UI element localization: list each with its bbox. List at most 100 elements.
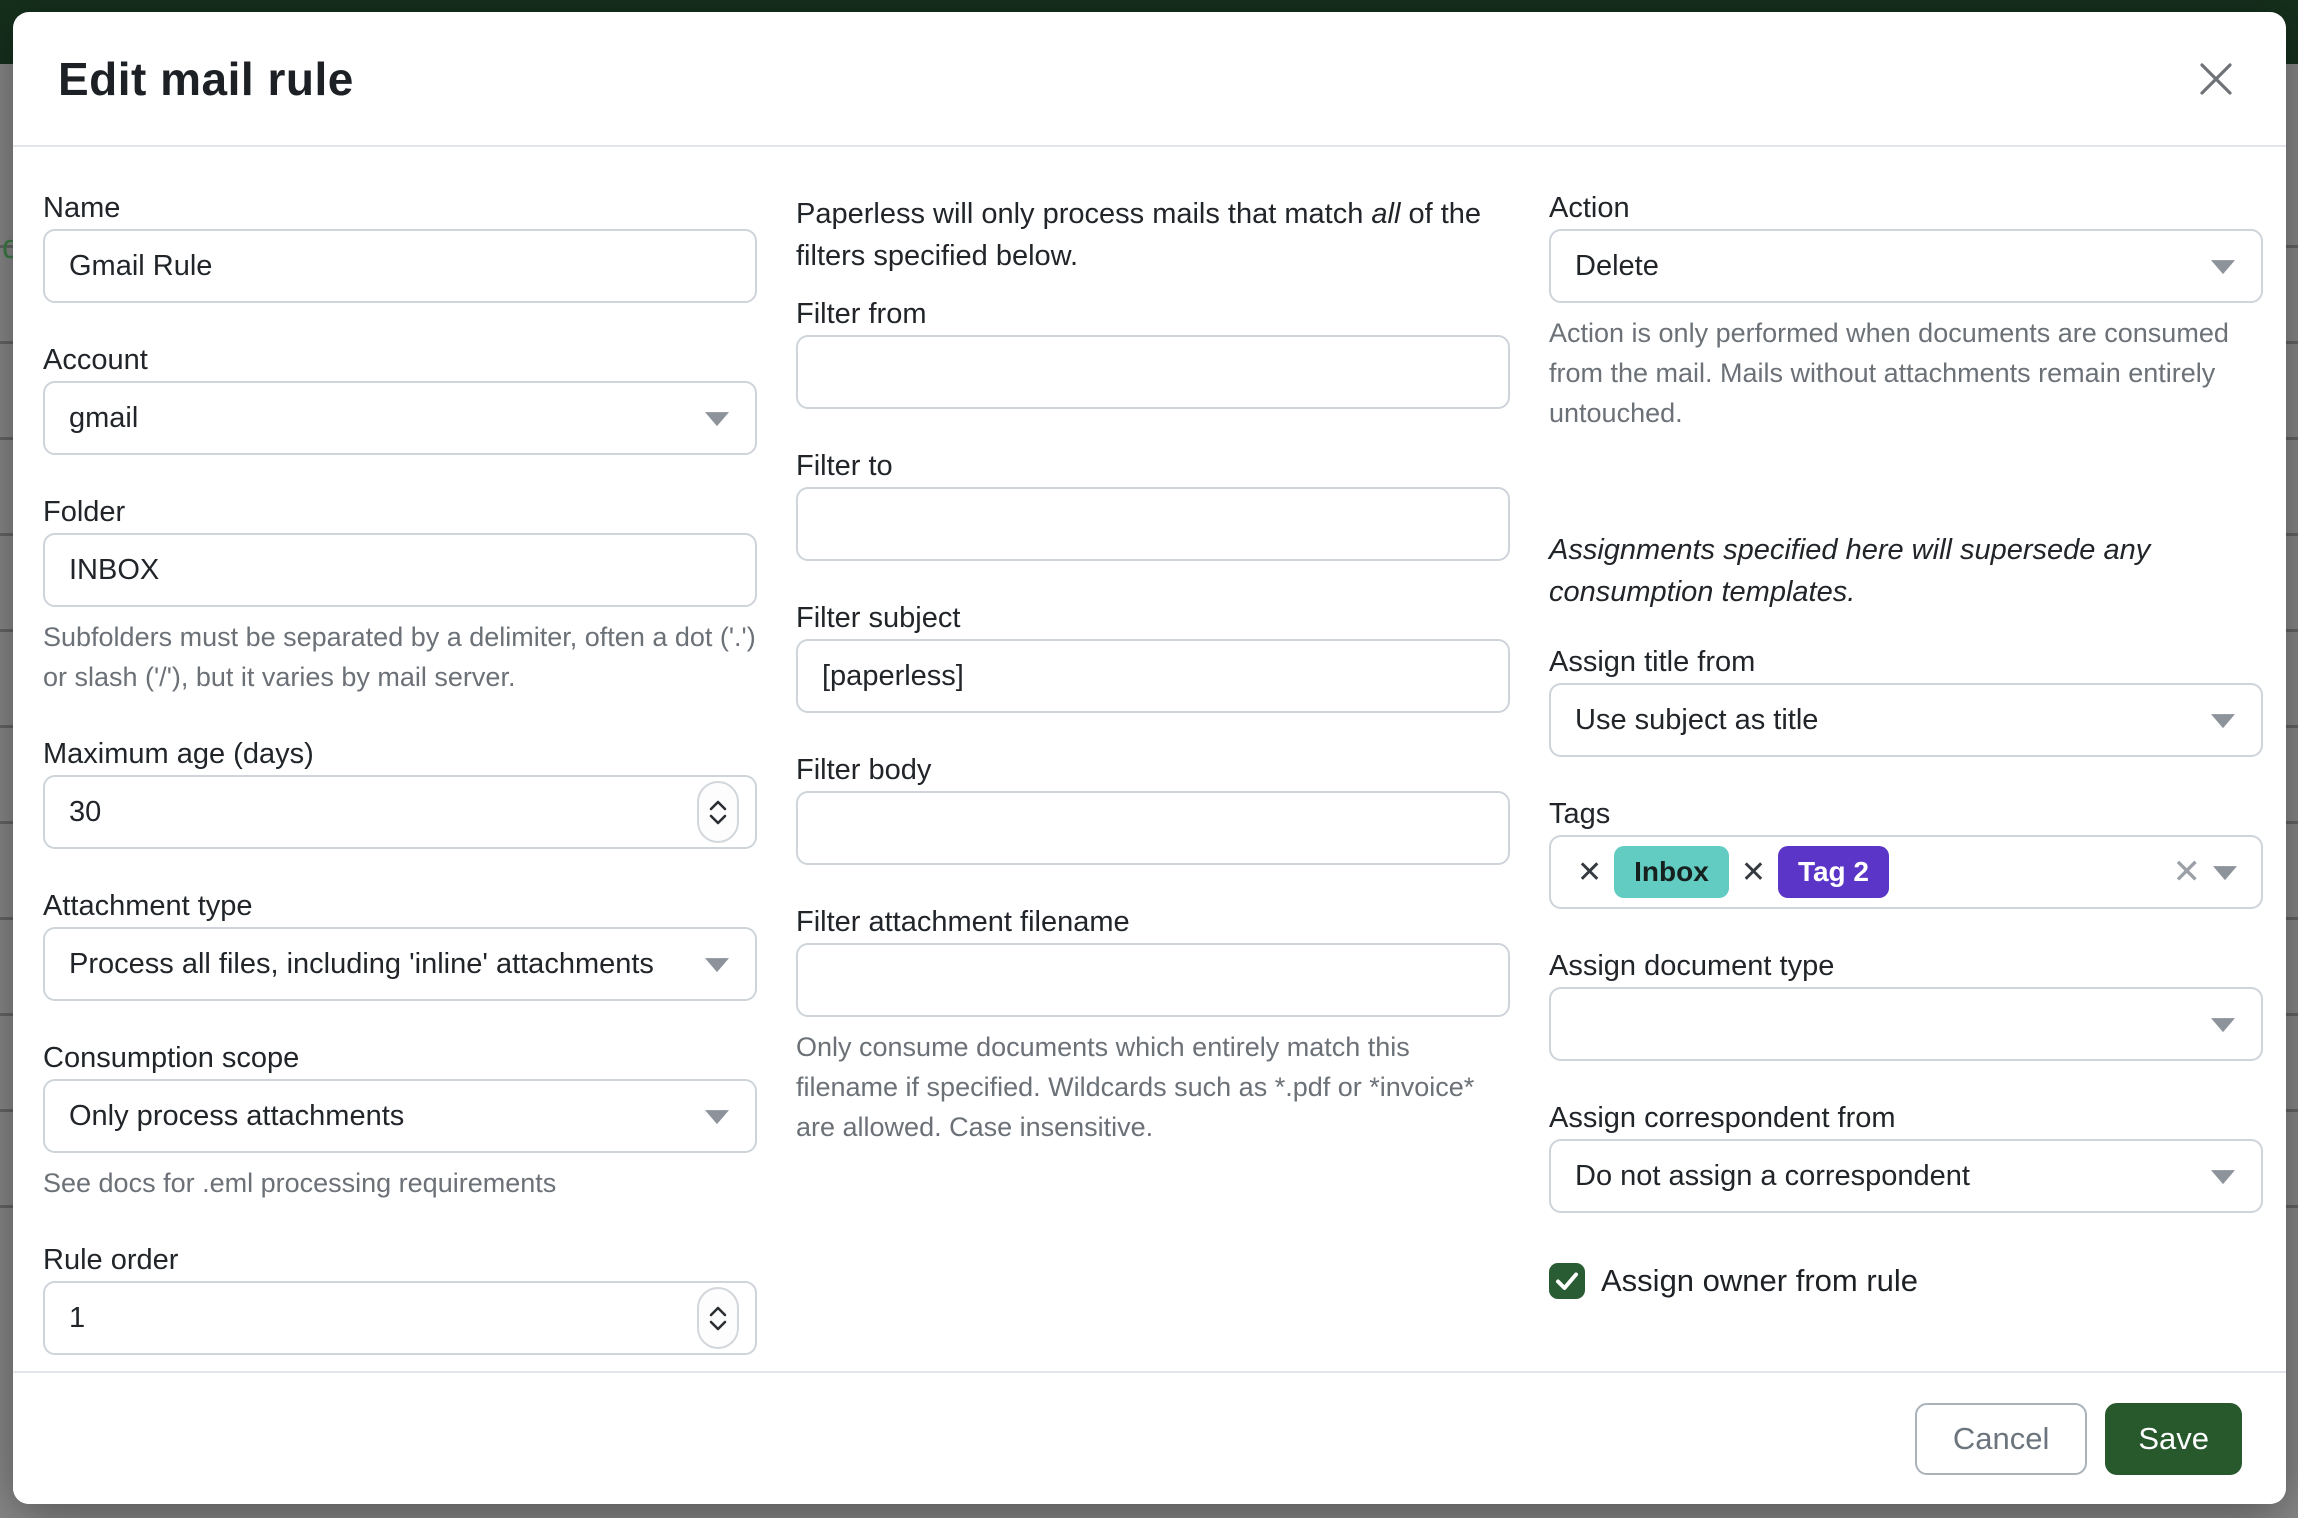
filter-attachment-filename-field-group: Filter attachment filename Only consume … [796, 907, 1510, 1147]
chevron-down-icon [709, 1320, 727, 1330]
chevron-up-icon [709, 1306, 727, 1316]
account-label: Account [43, 344, 148, 376]
dialog-header: Edit mail rule [13, 12, 2286, 147]
consumption-scope-label: Consumption scope [43, 1042, 300, 1074]
assign-document-type-field-group: Assign document type [1549, 951, 2263, 1061]
maximum-age-label: Maximum age (days) [43, 738, 314, 770]
filter-to-label: Filter to [796, 450, 893, 482]
check-icon [1556, 1272, 1578, 1290]
intro-emphasis: all [1371, 198, 1401, 230]
attachment-type-select[interactable]: Process all files, including 'inline' at… [43, 927, 757, 1001]
filter-body-input[interactable] [796, 791, 1510, 865]
filter-from-field-group: Filter from [796, 299, 1510, 409]
assign-document-type-select[interactable] [1549, 987, 2263, 1061]
name-input[interactable] [43, 229, 757, 303]
attachment-type-label: Attachment type [43, 890, 253, 922]
number-stepper-buttons[interactable] [697, 1287, 739, 1349]
chevron-up-icon [709, 800, 727, 810]
filter-to-input[interactable] [796, 487, 1510, 561]
action-label: Action [1549, 192, 1630, 224]
rule-order-input[interactable] [45, 1283, 755, 1353]
filter-attachment-filename-input[interactable] [796, 943, 1510, 1017]
assign-title-from-select[interactable]: Use subject as title [1549, 683, 2263, 757]
remove-tag-icon[interactable]: ✕ [1740, 855, 1766, 889]
clear-all-tags-icon[interactable]: ✕ [2172, 853, 2202, 891]
name-field-group: Name [43, 193, 757, 303]
attachment-type-selected-value: Process all files, including 'inline' at… [69, 947, 654, 980]
filter-attachment-filename-hint: Only consume documents which entirely ma… [796, 1032, 1475, 1142]
filter-subject-field-group: Filter subject [796, 603, 1510, 713]
tags-label: Tags [1549, 798, 1611, 830]
rule-order-label: Rule order [43, 1244, 179, 1276]
name-label: Name [43, 192, 121, 224]
dialog-title: Edit mail rule [58, 52, 354, 105]
assign-document-type-label: Assign document type [1549, 950, 1835, 982]
assign-title-from-label: Assign title from [1549, 646, 1756, 678]
folder-label: Folder [43, 496, 126, 528]
consumption-scope-field-group: Consumption scope Only process attachmen… [43, 1043, 757, 1203]
action-hint: Action is only performed when documents … [1549, 318, 2229, 428]
account-field-group: Account gmail [43, 345, 757, 455]
folder-hint: Subfolders must be separated by a delimi… [43, 622, 756, 692]
rule-order-stepper[interactable] [43, 1281, 757, 1355]
assignments-note: Assignments specified here will supersed… [1549, 534, 2151, 608]
cancel-button[interactable]: Cancel [1914, 1402, 2088, 1475]
tag-badge-inbox[interactable]: Inbox [1614, 846, 1729, 898]
remove-tag-icon[interactable]: ✕ [1577, 855, 1603, 889]
filter-body-field-group: Filter body [796, 755, 1510, 865]
chevron-down-icon [705, 958, 729, 973]
rule-order-field-group: Rule order [43, 1245, 757, 1355]
edit-mail-rule-dialog: Edit mail rule Name Account gmail Folder [13, 12, 2286, 1504]
folder-input[interactable] [43, 533, 757, 607]
close-button[interactable] [2190, 53, 2242, 105]
tags-multiselect[interactable]: ✕ Inbox ✕ Tag 2 ✕ [1549, 835, 2263, 909]
assign-correspondent-from-select[interactable]: Do not assign a correspondent [1549, 1139, 2263, 1213]
filter-subject-label: Filter subject [796, 602, 961, 634]
assign-correspondent-from-field-group: Assign correspondent from Do not assign … [1549, 1103, 2263, 1213]
assign-correspondent-from-label: Assign correspondent from [1549, 1102, 1896, 1134]
chevron-down-icon [2211, 1170, 2235, 1185]
consumption-scope-selected-value: Only process attachments [69, 1099, 405, 1132]
column-actions-assignments: Action Delete Action is only performed w… [1549, 193, 2263, 1397]
tag-badge-tag2[interactable]: Tag 2 [1777, 846, 1890, 898]
filter-attachment-filename-label: Filter attachment filename [796, 906, 1130, 938]
chevron-down-icon [2211, 260, 2235, 275]
account-select[interactable]: gmail [43, 381, 757, 455]
dialog-body: Name Account gmail Folder Subfolders mus… [13, 147, 2286, 1397]
maximum-age-stepper[interactable] [43, 775, 757, 849]
column-filters: Paperless will only process mails that m… [796, 193, 1510, 1397]
tags-field-group: Tags ✕ Inbox ✕ Tag 2 ✕ [1549, 799, 2263, 909]
attachment-type-field-group: Attachment type Process all files, inclu… [43, 891, 757, 1001]
number-stepper-buttons[interactable] [697, 781, 739, 843]
action-field-group: Action Delete Action is only performed w… [1549, 193, 2263, 433]
action-selected-value: Delete [1575, 249, 1659, 282]
chevron-down-icon [2213, 866, 2237, 881]
folder-field-group: Folder Subfolders must be separated by a… [43, 497, 757, 697]
maximum-age-field-group: Maximum age (days) [43, 739, 757, 849]
filter-from-input[interactable] [796, 335, 1510, 409]
assign-title-from-field-group: Assign title from Use subject as title [1549, 647, 2263, 757]
consumption-scope-hint: See docs for .eml processing requirement… [43, 1168, 557, 1198]
dialog-footer: Cancel Save [13, 1371, 2286, 1504]
assign-title-from-selected-value: Use subject as title [1575, 703, 1819, 736]
assign-owner-checkbox[interactable] [1549, 1263, 1585, 1299]
assign-correspondent-from-selected-value: Do not assign a correspondent [1575, 1159, 1970, 1192]
chevron-down-icon [2211, 1018, 2235, 1033]
maximum-age-input[interactable] [45, 777, 755, 847]
filter-to-field-group: Filter to [796, 451, 1510, 561]
chevron-down-icon [705, 1110, 729, 1125]
chevron-down-icon [2211, 714, 2235, 729]
chevron-down-icon [705, 412, 729, 427]
assign-owner-label: Assign owner from rule [1601, 1263, 1919, 1298]
consumption-scope-select[interactable]: Only process attachments [43, 1079, 757, 1153]
column-general: Name Account gmail Folder Subfolders mus… [43, 193, 757, 1397]
filters-intro-text: Paperless will only process mails that m… [796, 198, 1482, 272]
assign-owner-checkbox-row[interactable]: Assign owner from rule [1549, 1263, 2263, 1299]
chevron-down-icon [709, 814, 727, 824]
filter-from-label: Filter from [796, 298, 927, 330]
filter-subject-input[interactable] [796, 639, 1510, 713]
save-button[interactable]: Save [2105, 1402, 2242, 1475]
action-select[interactable]: Delete [1549, 229, 2263, 303]
account-selected-value: gmail [69, 401, 139, 434]
filter-body-label: Filter body [796, 754, 932, 786]
